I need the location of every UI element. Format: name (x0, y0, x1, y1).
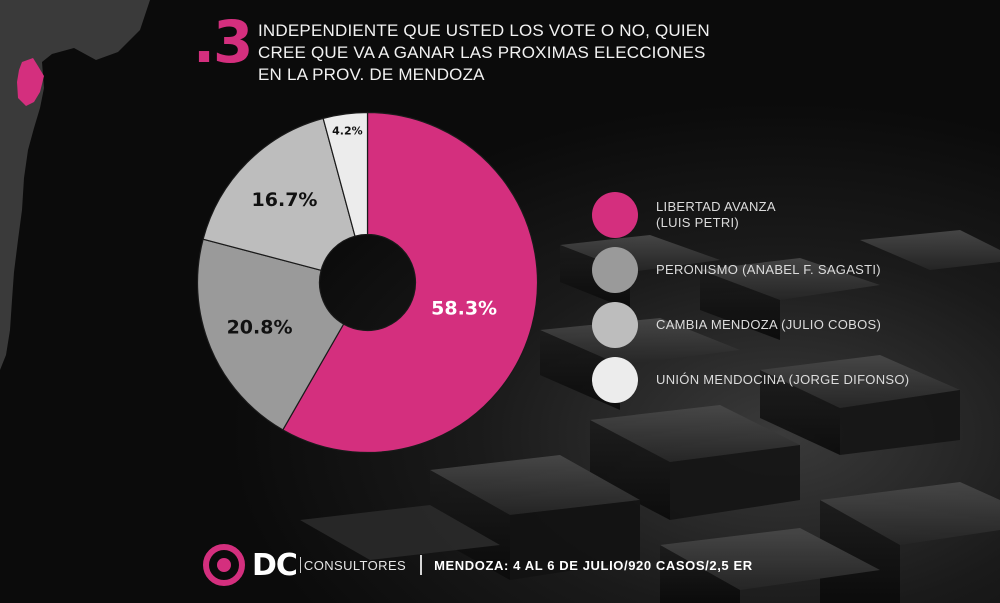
target-logo-icon (203, 544, 245, 586)
legend-label-line: PERONISMO (ANABEL F. SAGASTI) (656, 262, 881, 277)
legend-item-libertad-avanza: LIBERTAD AVANZA (LUIS PETRI) (592, 190, 776, 240)
logo-text: DC (252, 547, 298, 583)
slice-peronismo (196, 238, 345, 431)
slice-value-label: 20.8% (227, 317, 293, 339)
slice-value-label: 16.7% (252, 189, 318, 211)
slice-value-label: 58.3% (431, 297, 497, 319)
legend-label: PERONISMO (ANABEL F. SAGASTI) (656, 262, 881, 278)
donut-chart: 58.3% 20.8% 16.7% 4.2% (196, 111, 539, 454)
legend-swatch (592, 247, 638, 293)
footer-info: MENDOZA: 4 AL 6 DE JULIO/920 CASOS/2,5 E… (434, 557, 753, 573)
footer-divider (420, 555, 423, 575)
title-line: INDEPENDIENTE QUE USTED LOS VOTE O NO, Q… (258, 21, 710, 40)
logo-subtext: CONSULTORES (303, 557, 407, 573)
legend-swatch (592, 302, 638, 348)
legend-label-line: UNIÓN MENDOCINA (JORGE DIFONSO) (656, 372, 910, 387)
map-mendoza-highlight (17, 58, 44, 106)
legend-label: CAMBIA MENDOZA (JULIO COBOS) (656, 317, 881, 333)
legend-item-union-mendocina: UNIÓN MENDOCINA (JORGE DIFONSO) (592, 355, 909, 405)
question-number: .3 (193, 8, 253, 76)
title-line: CREE QUE VA A GANAR LAS PROXIMAS ELECCIO… (258, 43, 706, 62)
logo-divider (299, 557, 301, 573)
legend-label-line: (LUIS PETRI) (656, 215, 740, 230)
cube-shapes (300, 230, 1000, 603)
legend-swatch (592, 357, 638, 403)
footer: DC CONSULTORES MENDOZA: 4 AL 6 DE JULIO/… (202, 540, 753, 590)
page-title: INDEPENDIENTE QUE USTED LOS VOTE O NO, Q… (258, 20, 728, 86)
slice-libertad-avanza (281, 111, 539, 454)
slice-value-label: 4.2% (332, 124, 363, 137)
title-line: EN LA PROV. DE MENDOZA (258, 65, 485, 84)
legend-item-peronismo: PERONISMO (ANABEL F. SAGASTI) (592, 245, 881, 295)
legend-label: UNIÓN MENDOCINA (JORGE DIFONSO) (656, 372, 909, 388)
legend-label: LIBERTAD AVANZA (LUIS PETRI) (656, 199, 776, 231)
slice-cambia-mendoza (202, 117, 356, 272)
legend-label-line: LIBERTAD AVANZA (656, 199, 776, 214)
legend-label-line: CAMBIA MENDOZA (JULIO COBOS) (656, 317, 882, 332)
legend-item-cambia-mendoza: CAMBIA MENDOZA (JULIO COBOS) (592, 300, 881, 350)
slice-union-mendocina (322, 111, 369, 237)
legend-swatch (592, 192, 638, 238)
